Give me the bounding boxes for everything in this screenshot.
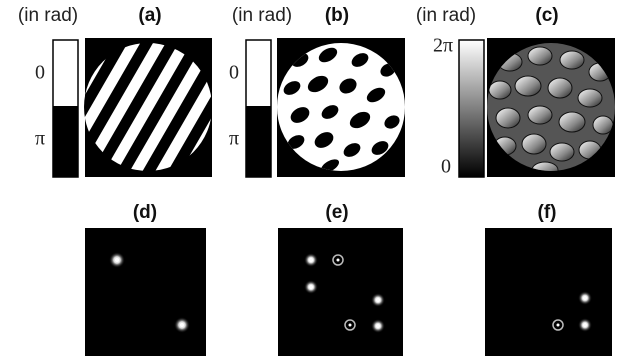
- scale-unit: (in rad): [416, 5, 476, 26]
- scale-top: 2π: [433, 35, 453, 57]
- scale-top: 0: [229, 62, 239, 84]
- figure: (in rad) (a) 0 π (in rad) (b) 0 π: [0, 0, 622, 359]
- panel-label: (a): [138, 5, 161, 26]
- panel-label: (d): [133, 202, 157, 223]
- colorbar: [459, 40, 484, 177]
- scale-top: 0: [35, 62, 45, 84]
- scale-bottom: π: [229, 128, 239, 150]
- scale-bottom: π: [35, 128, 45, 150]
- panel-label: (c): [535, 5, 558, 26]
- panel-label: (f): [538, 202, 557, 223]
- scale-unit: (in rad): [18, 5, 78, 26]
- colorbar-fill: [53, 106, 78, 177]
- scale-bottom: 0: [441, 156, 451, 178]
- scale-unit: (in rad): [232, 5, 292, 26]
- spectrum-image: [278, 228, 403, 356]
- spectrum-image: [85, 228, 206, 356]
- panel-label: (e): [325, 202, 348, 223]
- spectrum-image: [485, 228, 612, 356]
- colorbar-fill: [246, 106, 271, 177]
- panel-label: (b): [325, 5, 349, 26]
